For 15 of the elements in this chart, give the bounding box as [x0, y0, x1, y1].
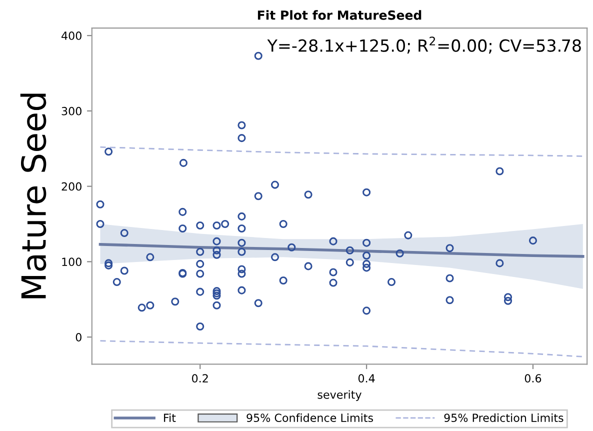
chart-title: Fit Plot for MatureSeed — [258, 10, 422, 20]
x-axis-title: severity — [318, 390, 362, 401]
y-tick-label: 0 — [76, 333, 82, 342]
text: 95% Confidence Limits — [246, 413, 373, 422]
y-tick-label: 100 — [62, 258, 82, 266]
x-tick-label: 0.4 — [358, 374, 375, 383]
legend-label: Fit — [164, 413, 176, 422]
annotation: Y=-28.1x+125.0; R$^{2}$=0.00; CV=53.78 — [267, 36, 581, 54]
legend-label: 95% Prediction Limits — [444, 413, 564, 422]
y-tick-label: 200 — [62, 182, 82, 191]
y-tick-label: 300 — [62, 106, 82, 116]
x-tick-label: 0.6 — [524, 374, 542, 383]
x-tick-label: 0.2 — [192, 374, 208, 383]
y-axis-title: Mature Seed — [20, 94, 46, 298]
y-tick-label: 400 — [62, 32, 82, 40]
